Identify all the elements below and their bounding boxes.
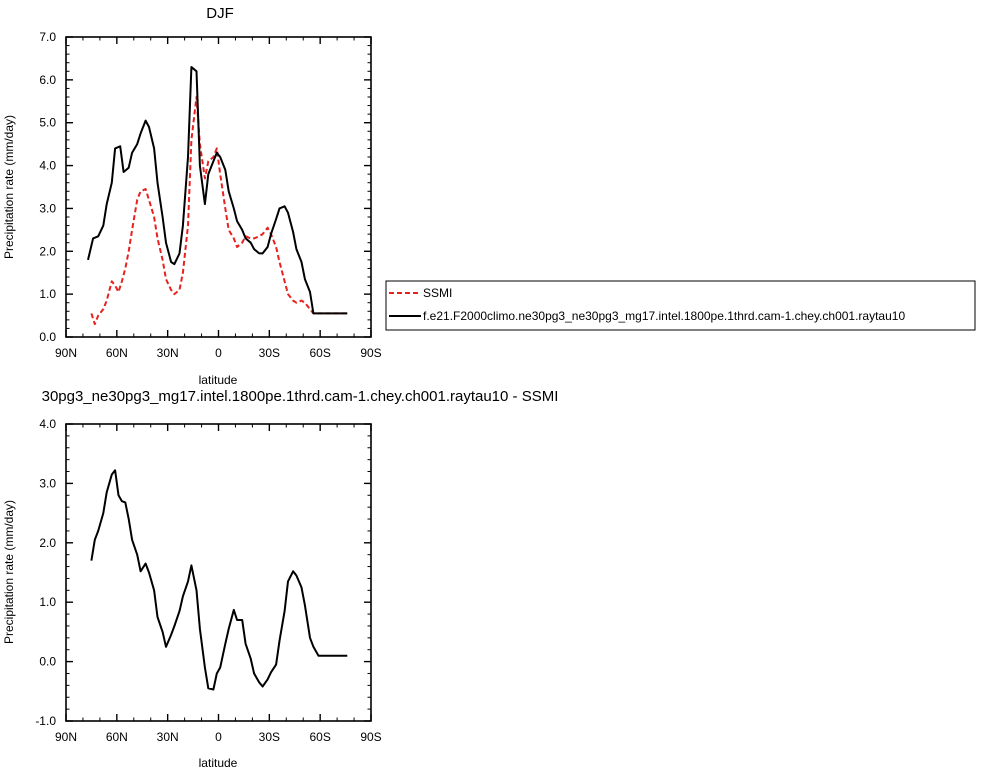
bottom-y-tick-label: 2.0 bbox=[39, 536, 56, 550]
bottom-x-tick-label: 30S bbox=[259, 730, 280, 744]
bottom-series-lines bbox=[90, 469, 348, 691]
top-y-tick-label: 1.0 bbox=[39, 287, 56, 301]
bottom-series-line-0 bbox=[90, 469, 348, 691]
legend: SSMI f.e21.F2000climo.ne30pg3_ne30pg3_mg… bbox=[385, 280, 976, 331]
top-x-tick-label: 60S bbox=[309, 346, 330, 360]
top-x-tick-label: 90N bbox=[55, 346, 77, 360]
bottom-axis-ticks: 90N 60N 30N 0 30S 60S 90S -1.0 0.0 1.0 2.0 3.0 4.0 bbox=[35, 417, 381, 744]
top-y-axis-label: Precipitation rate (mm/day) bbox=[2, 115, 16, 259]
bottom-y-tick-label: 4.0 bbox=[39, 417, 56, 431]
top-x-tick-label: 90S bbox=[360, 346, 381, 360]
bottom-plot-frame bbox=[65, 423, 372, 722]
top-y-tick-label: 0.0 bbox=[39, 330, 56, 344]
top-x-tick-label: 60N bbox=[106, 346, 128, 360]
bottom-y-tick-label: 1.0 bbox=[39, 595, 56, 609]
top-series-line-1 bbox=[87, 66, 348, 315]
bottom-y-tick-label: -1.0 bbox=[35, 714, 56, 728]
top-y-tick-label: 7.0 bbox=[39, 30, 56, 44]
top-axis-ticks: 90N 60N 30N 0 30S 60S 90S 0.0 1.0 2.0 3.0 4.0 5.0 6.0… bbox=[39, 30, 381, 360]
bottom-chart-title: 30pg3_ne30pg3_mg17.intel.1800pe.1thrd.ca… bbox=[42, 388, 559, 405]
bottom-x-tick-label: 30N bbox=[157, 730, 179, 744]
legend-label-model: f.e21.F2000climo.ne30pg3_ne30pg3_mg17.in… bbox=[423, 309, 905, 323]
top-x-axis-label: latitude bbox=[199, 373, 238, 387]
legend-label-ssmi: SSMI bbox=[423, 286, 452, 300]
top-y-tick-label: 2.0 bbox=[39, 244, 56, 258]
top-panel: DJF 90N 60N 30N 0 30S 60S 90S 0.0 1.0 2.0 3.0 4.0 5.… bbox=[2, 5, 382, 387]
top-chart-title: DJF bbox=[206, 5, 234, 22]
bottom-y-axis-label: Precipitation rate (mm/day) bbox=[2, 500, 16, 644]
top-y-tick-label: 5.0 bbox=[39, 116, 56, 130]
top-series-line-0 bbox=[90, 96, 348, 326]
bottom-y-tick-label: 0.0 bbox=[39, 655, 56, 669]
top-y-tick-label: 6.0 bbox=[39, 73, 56, 87]
legend-box bbox=[385, 280, 976, 331]
top-y-tick-label: 3.0 bbox=[39, 201, 56, 215]
bottom-x-axis-label: latitude bbox=[199, 756, 238, 770]
bottom-y-tick-label: 3.0 bbox=[39, 476, 56, 490]
bottom-x-tick-label: 90N bbox=[55, 730, 77, 744]
top-x-tick-label: 0 bbox=[215, 346, 222, 360]
top-y-tick-label: 4.0 bbox=[39, 159, 56, 173]
top-series-lines bbox=[87, 66, 348, 326]
bottom-x-tick-label: 60S bbox=[309, 730, 330, 744]
bottom-x-tick-label: 0 bbox=[215, 730, 222, 744]
bottom-panel: 30pg3_ne30pg3_mg17.intel.1800pe.1thrd.ca… bbox=[2, 388, 558, 770]
top-x-tick-label: 30S bbox=[259, 346, 280, 360]
top-x-tick-label: 30N bbox=[157, 346, 179, 360]
bottom-x-tick-label: 60N bbox=[106, 730, 128, 744]
bottom-x-tick-label: 90S bbox=[360, 730, 381, 744]
